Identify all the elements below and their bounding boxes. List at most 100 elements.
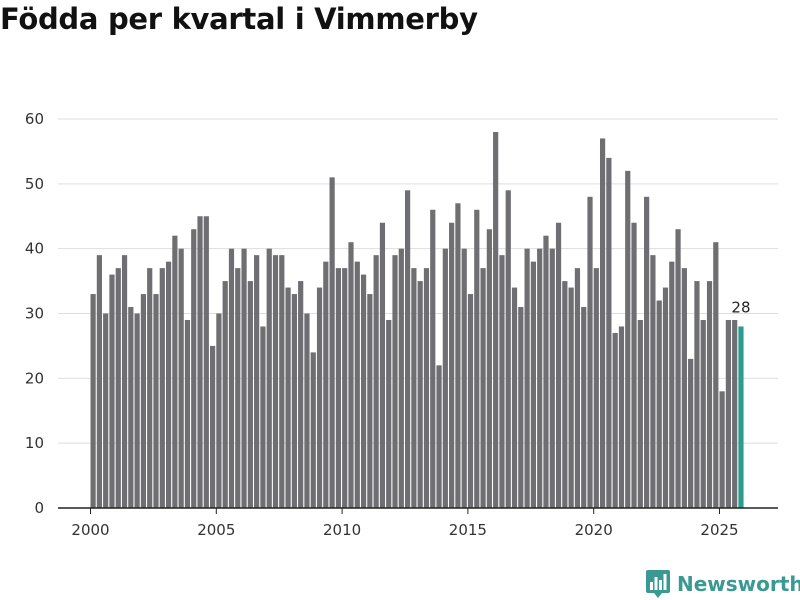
y-tick-label: 50: [25, 175, 44, 193]
bar-chart-logo-icon: [646, 570, 670, 598]
x-tick-label: 2025: [700, 521, 738, 539]
bar: [511, 287, 518, 508]
bar: [172, 235, 178, 508]
bar: [493, 131, 499, 508]
bar: [518, 307, 524, 508]
bar: [254, 255, 260, 508]
x-axis: 2000 2005 2010 2015 2020 2025: [71, 508, 739, 539]
bar: [165, 261, 172, 508]
bar: [147, 268, 153, 508]
y-tick-label: 60: [25, 110, 44, 128]
bar: [392, 255, 398, 508]
bar: [266, 248, 272, 508]
bar: [304, 313, 310, 508]
bar: [543, 235, 549, 508]
bar: [423, 268, 430, 508]
bar: [486, 229, 492, 508]
x-tick-label: 2010: [323, 521, 361, 539]
x-tick-label: 2005: [197, 521, 235, 539]
bar: [342, 268, 348, 508]
bar: [430, 209, 436, 508]
bar: [109, 274, 115, 508]
bar: [216, 313, 222, 508]
bar: [235, 268, 241, 508]
bar: [285, 287, 291, 508]
bar: [405, 190, 411, 509]
bar-highlighted: [738, 326, 744, 508]
bar: [537, 248, 543, 508]
bar: [203, 216, 209, 508]
bar: [316, 287, 323, 508]
bar: [644, 196, 650, 509]
bar: [549, 248, 555, 508]
bar: [367, 294, 373, 508]
bar: [247, 281, 253, 508]
bar: [700, 319, 706, 508]
bar: [449, 222, 455, 508]
y-tick-label: 0: [34, 499, 44, 517]
brand-logo: Newsworthy: [645, 569, 800, 599]
bar: [499, 255, 505, 508]
bar: [688, 358, 694, 508]
bar: [467, 294, 474, 508]
bar: [612, 332, 618, 508]
bar: [505, 190, 511, 509]
bar: [694, 281, 700, 508]
bar: [530, 261, 536, 508]
bar: [140, 294, 147, 508]
bar: [442, 248, 448, 508]
bar: [411, 268, 417, 508]
y-tick-label: 20: [25, 369, 44, 387]
y-tick-label: 40: [25, 240, 44, 258]
bar: [732, 319, 738, 508]
bar: [706, 281, 713, 508]
bar: [197, 216, 203, 508]
x-tick-label: 2020: [575, 521, 613, 539]
bar: [329, 177, 335, 508]
bar: [417, 281, 423, 508]
bar: [599, 138, 606, 508]
bar: [222, 281, 228, 508]
bar: [354, 261, 360, 508]
bar: [474, 209, 480, 508]
bar: [90, 294, 96, 508]
bar: [323, 261, 329, 508]
bar: [386, 319, 392, 508]
bar: [310, 352, 316, 508]
bar: [669, 261, 675, 508]
bar: [210, 345, 216, 508]
bar: [436, 365, 442, 508]
bar: [373, 255, 379, 508]
bar: [379, 222, 386, 508]
bar: [121, 255, 128, 508]
bar: [524, 248, 530, 508]
bar: [178, 248, 184, 508]
bar: [618, 326, 625, 508]
bar: [662, 287, 669, 508]
bar: [241, 248, 247, 508]
x-tick-label: 2015: [449, 521, 487, 539]
bar: [398, 248, 404, 508]
bar: [593, 268, 599, 508]
bar: [103, 313, 109, 508]
bar: [587, 196, 593, 509]
bar: [637, 319, 643, 508]
bar: [606, 157, 612, 508]
brand-name: Newsworthy: [677, 572, 800, 596]
bar: [191, 229, 197, 508]
bar: [568, 287, 574, 508]
bar: [128, 307, 134, 508]
bar: [335, 268, 342, 508]
x-tick-label: 2000: [71, 521, 109, 539]
bar: [228, 248, 235, 508]
bar: [348, 242, 354, 508]
bar: [625, 170, 631, 508]
bar: [713, 242, 719, 508]
bar: [153, 294, 159, 508]
bar: [360, 274, 367, 508]
bar: [675, 229, 681, 508]
chart-title: Födda per kvartal i Vimmerby: [0, 2, 478, 36]
bar: [96, 255, 102, 508]
bar: [650, 255, 656, 508]
